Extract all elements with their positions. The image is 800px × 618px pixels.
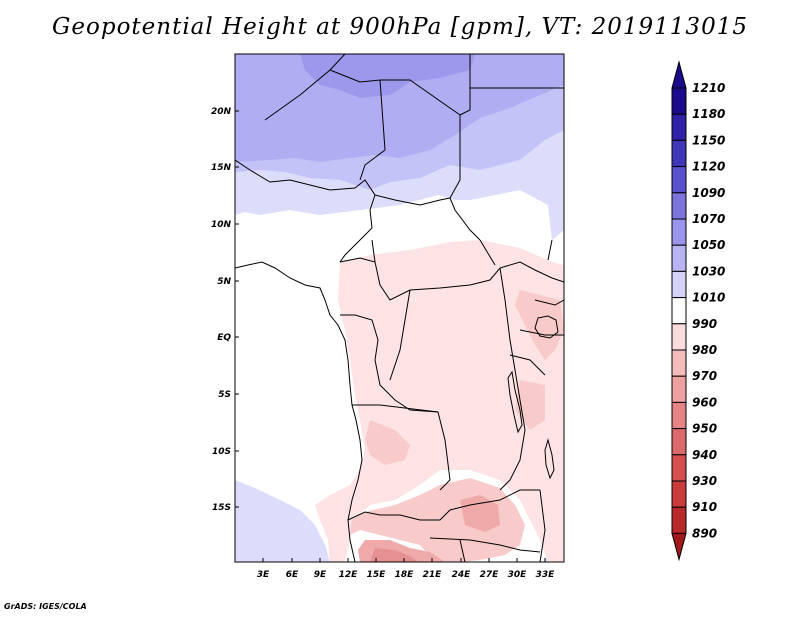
legend-level-label: 930	[692, 474, 717, 488]
lon-label: 6E	[286, 570, 299, 580]
legend-level-label: 970	[692, 369, 717, 383]
legend-swatch	[671, 113, 687, 141]
legend-level-label: 990	[692, 317, 717, 331]
lon-label: 21E	[423, 570, 443, 580]
lat-label: EQ	[217, 333, 231, 343]
legend-level-label: 950	[692, 422, 717, 436]
lake-tanganyika	[507, 370, 523, 434]
border-east	[509, 239, 564, 376]
chart-title: Geopotential Height at 900hPa [gpm], VT:…	[52, 14, 748, 40]
border-north	[264, 54, 564, 199]
lat-label: 15S	[212, 503, 231, 513]
legend-swatch	[671, 401, 687, 430]
lat-label: 5S	[218, 390, 231, 400]
country-borders	[235, 54, 564, 562]
legend-top-arrow	[671, 60, 687, 89]
band-950	[370, 548, 418, 562]
legend-bottom-arrow	[671, 532, 687, 562]
height-field	[235, 54, 564, 562]
legend-level-label: 1090	[692, 186, 725, 200]
credit-label: GrADS: IGES/COLA	[4, 602, 87, 611]
legend-level-label: 890	[692, 526, 717, 540]
border-congo	[340, 267, 526, 491]
legend-swatch	[671, 506, 687, 534]
legend-swatch	[671, 349, 687, 377]
legend-level-label: 1150	[692, 133, 725, 147]
latitude-labels: 20N 15N 10N 5N EQ 5S 10S 15S	[211, 107, 232, 513]
legend-level-label: 1120	[692, 160, 725, 174]
band-1090b	[380, 54, 470, 75]
band-970-north	[515, 290, 564, 360]
legend-swatch	[671, 139, 687, 168]
lake-malawi	[544, 438, 555, 480]
map-ticks	[235, 110, 546, 562]
lon-label: 24E	[452, 570, 472, 580]
legend-swatch	[671, 323, 687, 351]
legend-swatch	[671, 270, 687, 299]
legend-level-label: 910	[692, 500, 717, 514]
band-960b	[460, 495, 500, 532]
lon-label: 33E	[536, 570, 556, 580]
border-sahel	[235, 159, 481, 263]
legend-level-label: 1050	[692, 238, 725, 252]
legend-swatch	[671, 244, 687, 272]
map-frame	[234, 53, 565, 563]
border-central	[339, 239, 564, 301]
legend-swatch	[671, 297, 687, 325]
legend-swatch	[671, 375, 687, 403]
lat-label: 10N	[211, 220, 232, 230]
lon-label: 18E	[395, 570, 415, 580]
legend-swatch	[671, 87, 687, 115]
band-970-west	[365, 420, 410, 465]
legend-swatch	[671, 480, 687, 508]
legend-level-label: 960	[692, 395, 717, 409]
lat-label: 10S	[212, 447, 231, 457]
legend-swatch	[671, 166, 687, 194]
legend-level-label: 940	[692, 448, 717, 462]
longitude-labels: 3E 6E 9E 12E 15E 18E 21E 24E 27E 30E 33E	[257, 570, 555, 580]
coastline	[235, 261, 363, 562]
lon-label: 30E	[508, 570, 528, 580]
legend-swatch	[671, 192, 687, 220]
lon-label: 27E	[480, 570, 500, 580]
legend-swatch	[671, 428, 687, 456]
legend-swatch	[671, 218, 687, 246]
legend-level-label: 1210	[692, 81, 725, 95]
band-sw-1030	[235, 480, 330, 562]
lat-label: 5N	[217, 277, 231, 287]
band-980	[315, 240, 564, 562]
lake-victoria	[534, 315, 559, 339]
legend-level-label: 1010	[692, 291, 725, 305]
lon-label: 15E	[367, 570, 387, 580]
border-south	[347, 404, 546, 562]
lon-label: 12E	[339, 570, 359, 580]
lat-label: 20N	[211, 107, 232, 117]
lon-label: 9E	[314, 570, 327, 580]
legend-level-label: 1070	[692, 212, 725, 226]
color-legend: 1210 1180 1150 1120 1090 1070 1050 1030 1010 990 9…	[671, 60, 725, 562]
legend-level-label: 980	[692, 343, 717, 357]
legend-level-label: 1180	[692, 107, 725, 121]
legend-swatch	[671, 454, 687, 482]
lon-label: 3E	[257, 570, 270, 580]
legend-level-label: 1030	[692, 264, 725, 278]
lat-label: 15N	[211, 163, 232, 173]
